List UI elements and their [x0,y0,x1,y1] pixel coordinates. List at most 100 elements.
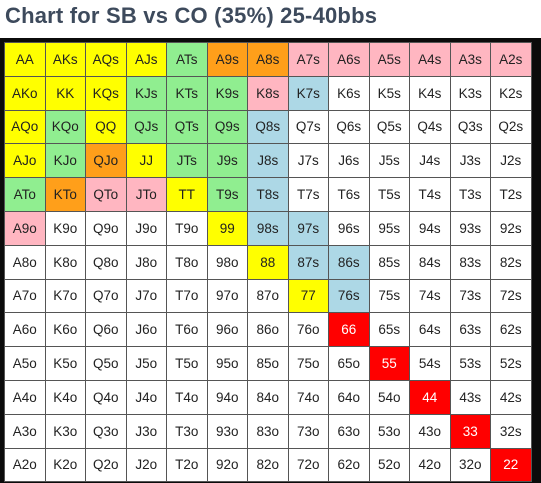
hand-cell-74o: 74o [288,380,329,415]
hand-cell-96o: 96o [207,313,248,348]
hand-cell-82o: 82o [248,448,289,483]
hand-cell-93s: 93s [450,211,491,246]
hand-cell-t4o: T4o [167,380,208,415]
hand-cell-t5s: T5s [369,178,410,212]
hand-cell-88: 88 [248,245,289,280]
hand-cell-ajo: AJo [5,144,46,179]
hand-cell-98s: 98s [248,211,289,246]
hand-cell-64o: 64o [329,380,370,415]
hand-cell-55: 55 [369,347,410,381]
hand-cell-85o: 85o [248,347,289,381]
hand-cell-86s: 86s [329,245,370,280]
hand-cell-73o: 73o [288,414,329,449]
hand-cell-ajs: AJs [126,43,167,77]
hand-cell-a3s: A3s [450,43,491,77]
hand-cell-83s: 83s [450,245,491,280]
hand-cell-32o: 32o [450,448,491,483]
hand-cell-a7s: A7s [288,43,329,77]
hand-cell-63o: 63o [329,414,370,449]
hand-cell-77: 77 [288,279,329,314]
hand-cell-t4s: T4s [410,178,451,212]
hand-cell-j3s: J3s [450,144,491,179]
hand-cell-a4s: A4s [410,43,451,77]
hand-cell-aks: AKs [45,43,86,77]
hand-cell-83o: 83o [248,414,289,449]
hand-cell-52o: 52o [369,448,410,483]
hand-cell-94s: 94s [410,211,451,246]
hand-cell-t8s: T8s [248,178,289,212]
hand-cell-63s: 63s [450,313,491,348]
hand-cell-65s: 65s [369,313,410,348]
hand-cell-q7o: Q7o [86,279,127,314]
hand-cell-j4s: J4s [410,144,451,179]
hand-cell-q9o: Q9o [86,211,127,246]
hand-cell-73s: 73s [450,279,491,314]
hand-cell-42o: 42o [410,448,451,483]
hand-cell-53s: 53s [450,347,491,381]
hand-cell-kqs: KQs [86,76,127,111]
hand-cell-q4s: Q4s [410,110,451,145]
hand-cell-q8s: Q8s [248,110,289,145]
hand-cell-96s: 96s [329,211,370,246]
hand-cell-a6s: A6s [329,43,370,77]
hand-cell-a2o: A2o [5,448,46,483]
hand-cell-a9s: A9s [207,43,248,77]
hand-cell-qts: QTs [167,110,208,145]
hand-cell-j5s: J5s [369,144,410,179]
hand-cell-85s: 85s [369,245,410,280]
hand-cell-75s: 75s [369,279,410,314]
hand-cell-93o: 93o [207,414,248,449]
hand-cell-t6o: T6o [167,313,208,348]
hand-cell-95s: 95s [369,211,410,246]
hand-cell-a5s: A5s [369,43,410,77]
hand-cell-ako: AKo [5,76,46,111]
hand-cell-q3o: Q3o [86,414,127,449]
hand-cell-q6o: Q6o [86,313,127,348]
hand-cell-q6s: Q6s [329,110,370,145]
hand-cell-j2o: J2o [126,448,167,483]
hand-cell-a6o: A6o [5,313,46,348]
hand-cell-99: 99 [207,211,248,246]
hand-cell-j9o: J9o [126,211,167,246]
hand-cell-j8s: J8s [248,144,289,179]
hand-cell-72s: 72s [491,279,532,314]
hand-cell-98o: 98o [207,245,248,280]
hand-cell-a8o: A8o [5,245,46,280]
hand-cell-j6o: J6o [126,313,167,348]
hand-cell-94o: 94o [207,380,248,415]
hand-cell-54s: 54s [410,347,451,381]
hand-cell-t3o: T3o [167,414,208,449]
hand-cell-a4o: A4o [5,380,46,415]
hand-cell-q8o: Q8o [86,245,127,280]
hand-cell-k2o: K2o [45,448,86,483]
hand-cell-k5s: K5s [369,76,410,111]
hand-cell-t6s: T6s [329,178,370,212]
hand-cell-kto: KTo [45,178,86,212]
hand-cell-ato: ATo [5,178,46,212]
hand-cell-62o: 62o [329,448,370,483]
hand-cell-ats: ATs [167,43,208,77]
hand-cell-j5o: J5o [126,347,167,381]
hand-cell-a9o: A9o [5,211,46,246]
hand-cell-kjo: KJo [45,144,86,179]
hand-cell-75o: 75o [288,347,329,381]
hand-cell-qjs: QJs [126,110,167,145]
hand-cell-t2s: T2s [491,178,532,212]
hand-cell-97o: 97o [207,279,248,314]
hand-cell-43s: 43s [450,380,491,415]
hand-cell-k7s: K7s [288,76,329,111]
hand-cell-jj: JJ [126,144,167,179]
hand-grid: AA AKs AQs AJs ATs A9s A8s A7s A6s A5s A4s A3s A2s AK… [4,42,532,483]
hand-cell-53o: 53o [369,414,410,449]
hand-cell-k7o: K7o [45,279,86,314]
hand-cell-aqs: AQs [86,43,127,77]
hand-cell-76o: 76o [288,313,329,348]
hand-cell-76s: 76s [329,279,370,314]
hand-cell-44: 44 [410,380,451,415]
hand-cell-kqo: KQo [45,110,86,145]
hand-cell-a2s: A2s [491,43,532,77]
hand-cell-92s: 92s [491,211,532,246]
hand-cell-t2o: T2o [167,448,208,483]
hand-cell-22: 22 [491,448,532,483]
hand-cell-k6o: K6o [45,313,86,348]
